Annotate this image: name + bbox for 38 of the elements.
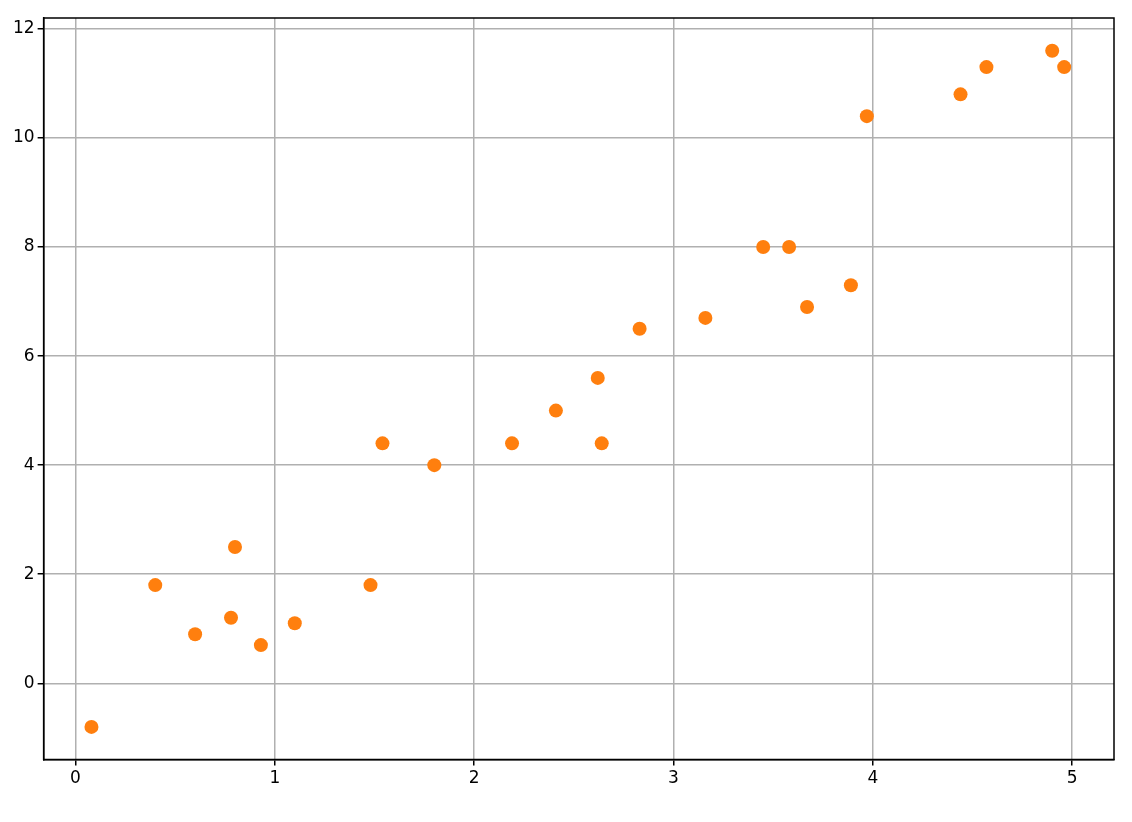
x-tick-label: 2 (468, 767, 480, 788)
point (227, 539, 242, 554)
point (1057, 60, 1072, 75)
point (505, 436, 520, 451)
point (590, 370, 605, 385)
point (427, 458, 442, 473)
point (859, 109, 874, 124)
point (632, 321, 647, 336)
point (363, 578, 378, 593)
y-tick-label: 6 (23, 344, 35, 365)
point (594, 436, 609, 451)
y-tick-label: 4 (23, 453, 35, 474)
point (1045, 43, 1060, 58)
y-tick-label: 2 (23, 562, 35, 583)
x-tick-label: 1 (269, 767, 281, 788)
x-tick-label: 5 (1066, 767, 1078, 788)
point (375, 436, 390, 451)
point (698, 310, 713, 325)
point (800, 300, 815, 315)
x-tick-label: 0 (70, 767, 81, 788)
x-tick-label: 4 (867, 767, 879, 788)
point (287, 616, 302, 631)
y-tick-label: 12 (12, 17, 35, 38)
point (84, 719, 99, 734)
point (224, 610, 238, 625)
point (979, 60, 994, 75)
point (253, 638, 268, 653)
point (843, 278, 858, 293)
point (782, 240, 797, 255)
point (756, 240, 771, 255)
point (953, 87, 968, 102)
y-tick-label: 0 (23, 671, 35, 692)
point (148, 578, 163, 593)
y-tick-label: 8 (23, 235, 35, 256)
point (188, 627, 203, 642)
x-tick-label: 3 (668, 767, 679, 788)
y-tick-label: 10 (12, 126, 35, 147)
point (548, 403, 563, 418)
